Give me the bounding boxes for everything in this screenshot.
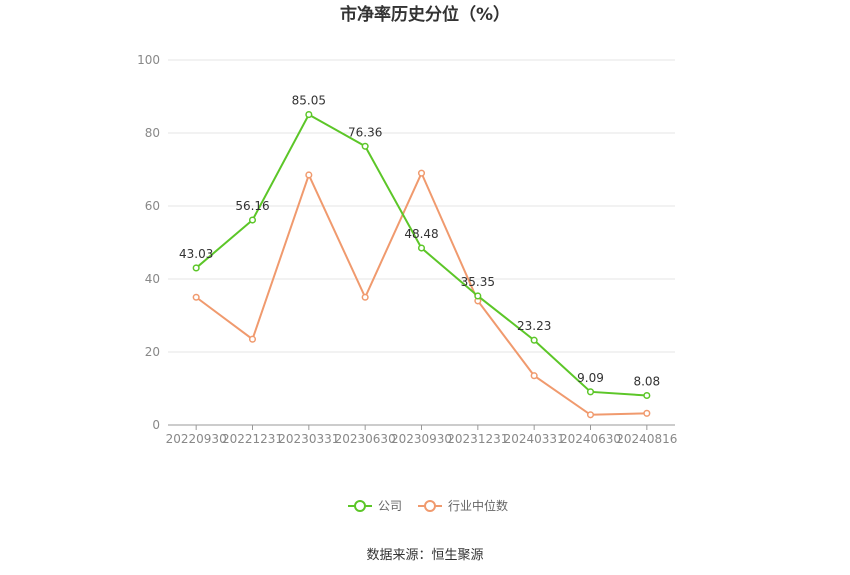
data-point[interactable] <box>643 391 651 400</box>
legend-circle-icon <box>354 500 366 512</box>
legend-circle-icon <box>424 500 436 512</box>
data-point[interactable] <box>643 409 651 417</box>
x-tick-label: 20240816 <box>616 432 677 446</box>
data-label: 23.23 <box>517 319 551 333</box>
y-tick-label: 20 <box>145 345 160 359</box>
data-label: 9.09 <box>577 371 604 385</box>
data-point[interactable] <box>192 264 200 272</box>
data-label: 76.36 <box>348 125 382 139</box>
data-point[interactable] <box>417 169 426 177</box>
data-point[interactable] <box>530 336 538 344</box>
data-point[interactable] <box>361 142 369 150</box>
x-tick-label: 20221231 <box>222 432 283 446</box>
data-point[interactable] <box>192 293 200 301</box>
data-label: 85.05 <box>292 94 326 108</box>
legend-item-1[interactable]: 行业中位数 <box>418 498 508 513</box>
grid-lines <box>168 59 675 353</box>
x-tick-label: 20240630 <box>560 432 621 446</box>
data-label: 56.16 <box>235 199 269 213</box>
x-tick-label: 20240331 <box>504 432 565 446</box>
data-point[interactable] <box>586 411 595 419</box>
x-tick-label: 20230331 <box>278 432 339 446</box>
y-tick-label: 80 <box>145 126 160 140</box>
data-point[interactable] <box>417 244 426 252</box>
source-note: 数据来源：恒生聚源 <box>366 548 483 563</box>
y-tick-label: 40 <box>145 272 160 286</box>
series-line-0 <box>195 113 647 397</box>
data-point[interactable] <box>305 171 313 179</box>
legend-label: 行业中位数 <box>448 498 508 513</box>
legend[interactable]: 公司 行业中位数 <box>348 498 508 513</box>
x-tick-label: 20231231 <box>447 432 508 446</box>
y-tick-label: 0 <box>152 418 160 432</box>
data-label: 43.03 <box>179 247 213 261</box>
data-point[interactable] <box>586 388 595 396</box>
data-label: 8.08 <box>633 375 660 389</box>
data-point[interactable] <box>248 216 257 224</box>
data-point[interactable] <box>248 335 257 343</box>
legend-item-0[interactable]: 公司 <box>348 499 402 513</box>
data-point[interactable] <box>530 372 538 380</box>
data-labels: 43.03 56.16 85.05 76.36 48.48 35.35 23.23 9.09 8… <box>179 94 660 389</box>
chart-title: 市净率历史分位（%） <box>340 4 510 25</box>
data-point[interactable] <box>474 292 482 300</box>
axes: 0204060801002022093020221231202303312023… <box>137 53 677 446</box>
x-tick-label: 20230630 <box>335 432 396 446</box>
data-point[interactable] <box>361 293 369 301</box>
y-tick-label: 60 <box>145 199 160 213</box>
data-label: 35.35 <box>461 275 495 289</box>
legend-label: 公司 <box>378 499 402 513</box>
data-label: 48.48 <box>404 227 438 241</box>
x-tick-label: 20230930 <box>391 432 452 446</box>
x-tick-label: 20220930 <box>166 432 227 446</box>
y-tick-label: 100 <box>137 53 160 67</box>
data-point[interactable] <box>305 111 313 119</box>
series-layer <box>192 111 651 419</box>
